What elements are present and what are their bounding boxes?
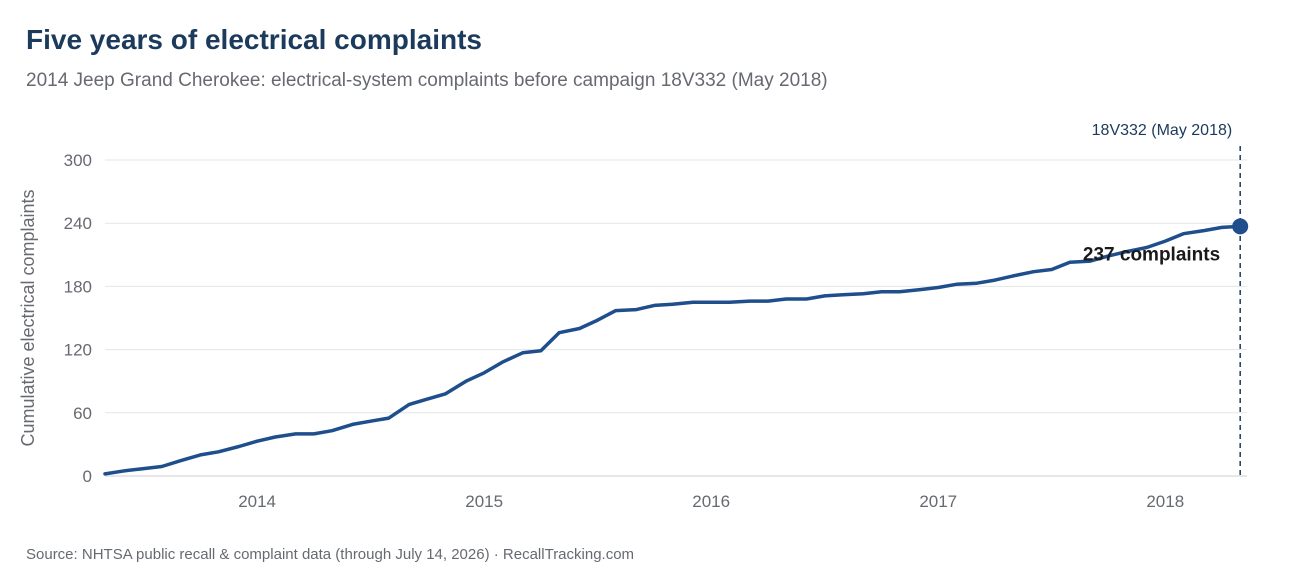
series-line xyxy=(103,224,1242,476)
campaign-marker-label: 18V332 (May 2018) xyxy=(1092,122,1233,139)
y-axis-label: Cumulative electrical complaints xyxy=(18,189,38,446)
y-tick-label: 0 xyxy=(83,467,92,486)
end-point xyxy=(1232,218,1249,235)
x-tick-label: 2015 xyxy=(465,492,503,511)
y-tick-label: 60 xyxy=(73,404,92,423)
x-tick-label: 2017 xyxy=(919,492,957,511)
source-note: Source: NHTSA public recall & complaint … xyxy=(26,546,635,563)
y-tick-label: 240 xyxy=(64,214,92,233)
y-axis-ticks: 0 60 120 180 240 300 xyxy=(64,151,92,486)
chart-subtitle: 2014 Jeep Grand Cherokee: electrical-sys… xyxy=(26,70,828,91)
y-tick-label: 300 xyxy=(64,151,92,170)
y-tick-label: 180 xyxy=(64,277,92,296)
gridlines xyxy=(105,159,1247,477)
end-value-label: 237 complaints xyxy=(1083,244,1220,265)
y-tick-label: 120 xyxy=(64,341,92,360)
x-tick-label: 2016 xyxy=(692,492,730,511)
x-axis-ticks: 2014 2015 2016 2017 2018 xyxy=(238,492,1184,511)
chart-title: Five years of electrical complaints xyxy=(26,24,482,55)
x-tick-label: 2018 xyxy=(1146,492,1184,511)
x-tick-label: 2014 xyxy=(238,492,276,511)
